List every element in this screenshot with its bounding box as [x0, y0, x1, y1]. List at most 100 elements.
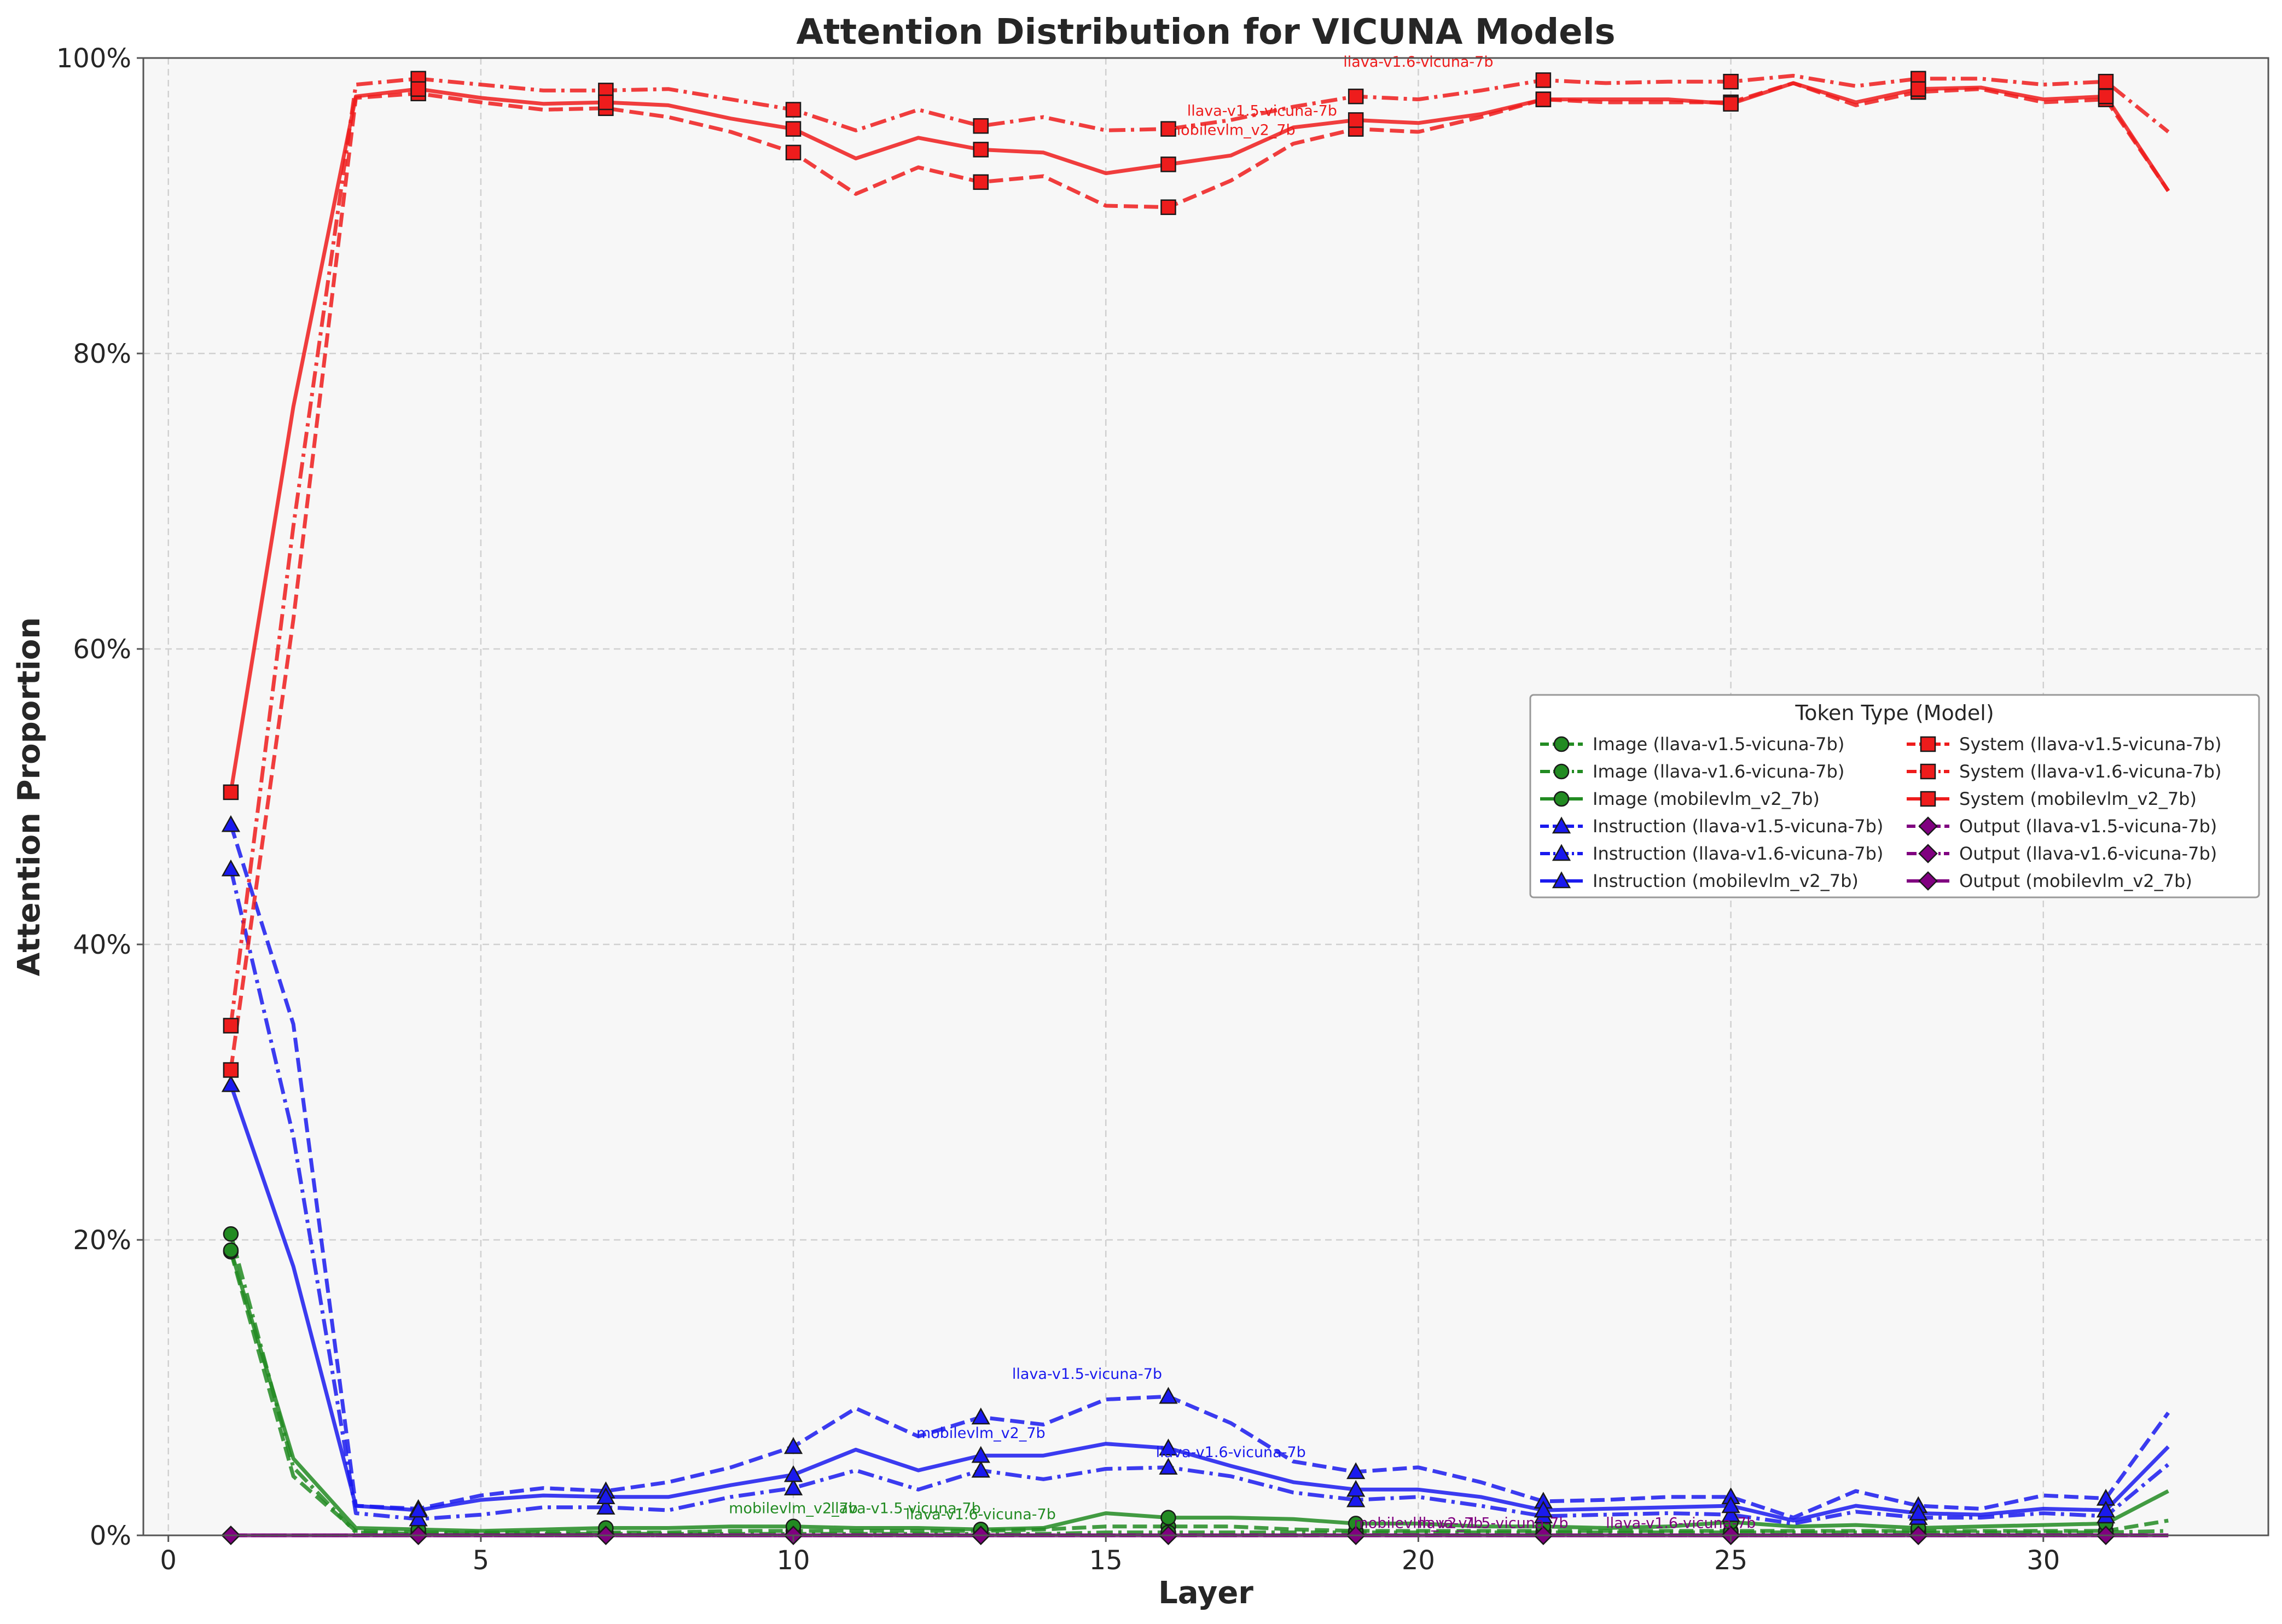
legend-entry-label: System (mobilevlm_v2_7b) [1959, 788, 2197, 809]
legend-entry-label: System (llava-v1.6-vicuna-7b) [1959, 761, 2221, 782]
x-tick-label: 25 [1714, 1545, 1747, 1576]
legend-swatch-marker [1553, 736, 1570, 752]
y-tick-label: 60% [73, 634, 131, 665]
marker-instruction-mobilevlm-v2-7b [1534, 1500, 1553, 1518]
marker-system-llava-v1-6-vicuna-7b [1160, 121, 1176, 137]
legend-entry-label: Output (llava-v1.5-vicuna-7b) [1959, 816, 2217, 837]
marker-image-mobilevlm-v2-7b [1160, 1510, 1176, 1526]
series-annotation: llava-v1.5-vicuna-7b [1012, 1366, 1162, 1383]
legend-entry-label: Output (llava-v1.6-vicuna-7b) [1959, 843, 2217, 864]
marker-instruction-llava-v1-6-vicuna-7b [596, 1498, 615, 1515]
legend-swatch-marker [1920, 791, 1936, 807]
marker-system-llava-v1-6-vicuna-7b [973, 118, 989, 134]
series-annotation: mobilevlm_v2_7b [1354, 1515, 1483, 1532]
y-tick-label: 80% [73, 339, 131, 369]
marker-instruction-mobilevlm-v2-7b [596, 1487, 615, 1505]
marker-instruction-llava-v1-6-vicuna-7b [1346, 1490, 1366, 1507]
y-tick-label: 20% [73, 1225, 131, 1256]
legend-entry-label: Image (mobilevlm_v2_7b) [1593, 788, 1820, 809]
legend-entry-label: Output (mobilevlm_v2_7b) [1959, 871, 2192, 891]
x-tick-label: 0 [160, 1545, 177, 1576]
legend-entry-label: Instruction (mobilevlm_v2_7b) [1593, 871, 1859, 891]
plot-frame [142, 57, 2269, 1536]
marker-instruction-llava-v1-5-vicuna-7b [221, 815, 241, 832]
marker-system-llava-v1-5-vicuna-7b [973, 174, 989, 190]
legend-swatch-marker [1918, 871, 1938, 891]
marker-system-llava-v1-5-vicuna-7b [1160, 199, 1176, 215]
marker-system-llava-v1-6-vicuna-7b [223, 1018, 239, 1034]
series-line-system-llava-v1-5-vicuna-7b [229, 81, 2170, 1070]
series-line-system-llava-v1-6-vicuna-7b [229, 73, 2170, 1026]
marker-system-mobilevlm-v2-7b [223, 784, 239, 801]
y-axis-label: Attention Proportion [11, 617, 47, 976]
marker-system-mobilevlm-v2-7b [973, 142, 989, 158]
marker-system-llava-v1-6-vicuna-7b [1348, 88, 1364, 105]
legend-swatch-marker [1553, 791, 1570, 807]
legend-swatch-marker [1920, 736, 1936, 752]
marker-instruction-llava-v1-6-vicuna-7b [1721, 1505, 1740, 1522]
legend: Token Type (Model) Image (llava-v1.5-vic… [1529, 694, 2260, 898]
x-axis-label: Layer [1158, 1575, 1253, 1611]
marker-instruction-llava-v1-5-vicuna-7b [783, 1437, 803, 1454]
series-annotation: llava-v1.5-vicuna-7b [1187, 102, 1337, 119]
marker-system-llava-v1-6-vicuna-7b [1535, 72, 1552, 88]
marker-system-llava-v1-6-vicuna-7b [785, 102, 802, 118]
marker-image-llava-v1-6-vicuna-7b [223, 1226, 239, 1242]
marker-instruction-mobilevlm-v2-7b [1721, 1496, 1740, 1513]
axis-ticks: 0 5 10 15 20 25 30 0% 20% 40% 60% 80% 100% [56, 43, 2060, 1576]
marker-system-llava-v1-6-vicuna-7b [1723, 73, 1739, 90]
legend-swatch-marker [1918, 844, 1938, 863]
series-annotation: mobilevlm_v2_7b [729, 1500, 858, 1517]
marker-system-mobilevlm-v2-7b [410, 81, 426, 97]
marker-system-llava-v1-6-vicuna-7b [2098, 73, 2114, 90]
marker-instruction-mobilevlm-v2-7b [1909, 1503, 1928, 1521]
marker-system-mobilevlm-v2-7b [1535, 91, 1552, 107]
series-annotation: mobilevlm_v2_7b [916, 1425, 1046, 1442]
marker-image-mobilevlm-v2-7b [223, 1242, 239, 1258]
marker-system-mobilevlm-v2-7b [598, 94, 614, 111]
y-tick-label: 40% [73, 930, 131, 960]
marker-system-mobilevlm-v2-7b [785, 121, 802, 137]
annotations: llava-v1.6-vicuna-7bllava-v1.5-vicuna-7b… [729, 54, 1756, 1532]
legend-swatch-marker [1920, 763, 1936, 780]
y-tick-label: 0% [90, 1521, 131, 1551]
marker-instruction-llava-v1-5-vicuna-7b [1346, 1462, 1366, 1480]
marker-instruction-mobilevlm-v2-7b [409, 1500, 428, 1518]
legend-box [1529, 694, 2260, 898]
marker-system-llava-v1-5-vicuna-7b [223, 1062, 239, 1078]
series-annotation: mobilevlm_v2_7b [1166, 121, 1296, 138]
series-annotation: llava-v1.6-vicuna-7b [1343, 54, 1493, 71]
marker-instruction-llava-v1-6-vicuna-7b [783, 1478, 803, 1495]
legend-swatch-marker [1552, 844, 1571, 861]
series-markers [221, 71, 2116, 1545]
marker-instruction-mobilevlm-v2-7b [1346, 1480, 1366, 1497]
series-annotation: llava-v1.6-vicuna-7b [1156, 1444, 1306, 1461]
marker-instruction-llava-v1-5-vicuna-7b [971, 1407, 990, 1425]
legend-title: Token Type (Model) [1795, 701, 1994, 725]
marker-instruction-mobilevlm-v2-7b [971, 1446, 990, 1463]
x-tick-label: 5 [473, 1545, 490, 1576]
marker-system-mobilevlm-v2-7b [2098, 88, 2114, 105]
legend-entry-label: System (llava-v1.5-vicuna-7b) [1959, 734, 2221, 755]
legend-entry-label: Instruction (llava-v1.5-vicuna-7b) [1593, 816, 1883, 837]
series-annotation: llava-v1.6-vicuna-7b [1606, 1515, 1756, 1532]
marker-instruction-llava-v1-6-vicuna-7b [971, 1460, 990, 1478]
x-tick-label: 10 [777, 1545, 810, 1576]
marker-instruction-llava-v1-6-vicuna-7b [221, 859, 241, 877]
x-tick-label: 20 [1402, 1545, 1435, 1576]
legend-swatch-marker [1552, 871, 1571, 889]
legend-swatch-marker [1918, 816, 1938, 836]
marker-instruction-mobilevlm-v2-7b [783, 1465, 803, 1482]
marker-system-mobilevlm-v2-7b [1160, 156, 1176, 172]
legend-swatch-marker [1552, 816, 1571, 834]
x-tick-label: 15 [1089, 1545, 1123, 1576]
legend-entry-label: Instruction (llava-v1.6-vicuna-7b) [1593, 843, 1883, 864]
series-annotation: llava-v1.5-vicuna-7b [1418, 1515, 1568, 1532]
legend-swatch-marker [1553, 763, 1570, 780]
series-line-instruction-mobilevlm-v2-7b [229, 1084, 2170, 1523]
series-line-instruction-llava-v1-6-vicuna-7b [229, 868, 2170, 1526]
series-annotation: llava-v1.5-vicuna-7b [831, 1500, 981, 1517]
series-annotation: llava-v1.6-vicuna-7b [906, 1506, 1056, 1523]
marker-instruction-llava-v1-5-vicuna-7b [1159, 1387, 1178, 1404]
